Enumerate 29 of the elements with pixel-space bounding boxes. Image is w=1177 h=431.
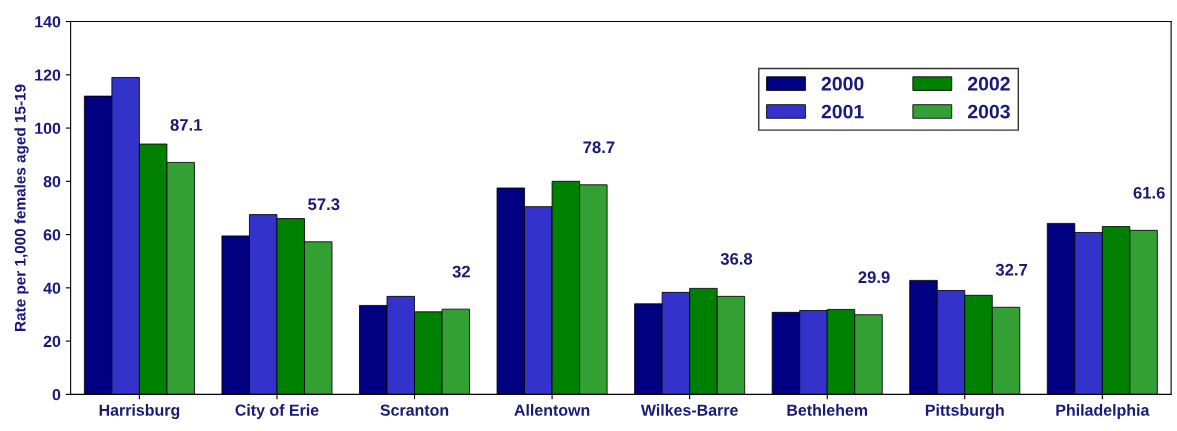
y-tick-label: 120	[35, 69, 61, 81]
y-tick-label: 40	[43, 282, 61, 294]
y-tick-label: 0	[52, 389, 61, 401]
data-label: 32.7	[995, 263, 1028, 276]
x-tick-label: Scranton	[380, 404, 449, 416]
legend-label: 2002	[967, 76, 1010, 91]
data-label: 32	[452, 265, 470, 278]
x-tick-label: Wilkes-Barre	[640, 404, 738, 416]
y-tick-label: 100	[35, 122, 61, 135]
x-tick-label: Pittsburgh	[925, 404, 1004, 420]
legend-label: 2001	[821, 104, 864, 119]
data-label: 57.3	[308, 198, 340, 211]
x-tick-label: Philadelphia	[1056, 404, 1150, 419]
legend-label: 2003	[967, 104, 1010, 119]
y-axis-title: Rate per 1,000 females aged 15-19	[14, 84, 29, 331]
data-label: 87.1	[170, 118, 202, 131]
legend-label: 2000	[821, 76, 864, 91]
x-tick-label: Harrisburg	[99, 404, 180, 420]
x-tick-label: Allentown	[514, 404, 590, 416]
y-tick-label: 140	[35, 16, 61, 28]
data-label: 61.6	[1133, 186, 1165, 199]
data-label: 78.7	[583, 141, 615, 154]
data-label: 29.9	[858, 271, 890, 284]
x-tick-label: City of Erie	[235, 404, 319, 419]
data-label: 36.8	[720, 252, 753, 265]
y-tick-label: 80	[43, 175, 61, 188]
y-tick-label: 60	[43, 229, 61, 241]
y-tick-label: 20	[43, 335, 61, 348]
x-tick-label: Bethlehem	[787, 404, 868, 416]
